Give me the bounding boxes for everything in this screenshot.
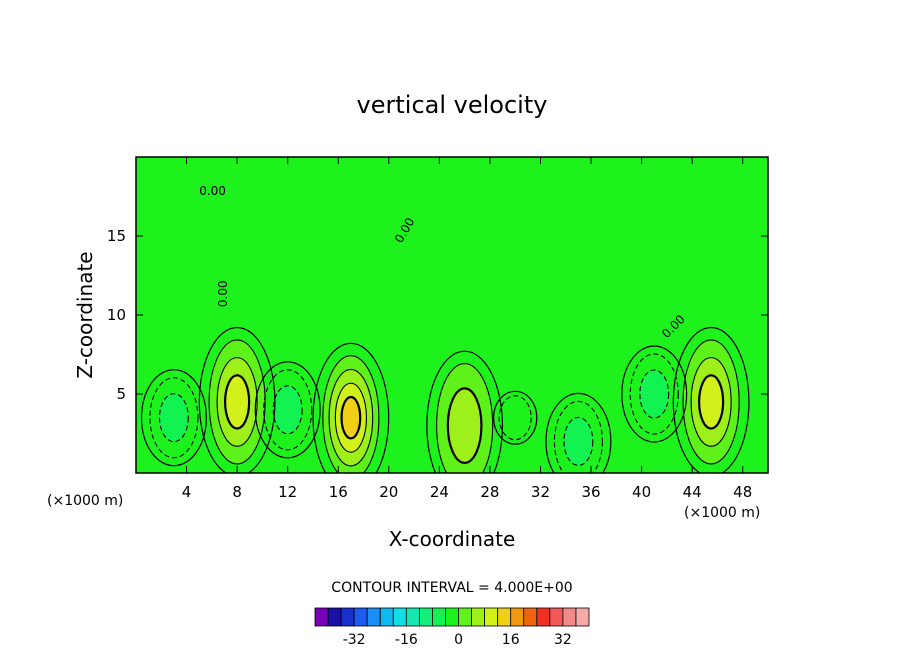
colorbar-cell <box>340 607 355 627</box>
colorbar-tick-label: 16 <box>502 632 520 648</box>
colorbar-cell <box>549 607 564 627</box>
y-tick-label: 15 <box>107 227 126 245</box>
contour-band <box>273 385 303 434</box>
positive-contour-line <box>322 355 380 473</box>
positive-contour-line <box>682 339 740 465</box>
y-tick-label: 10 <box>107 306 126 324</box>
x-tick-label: 8 <box>232 483 242 501</box>
x-tick-label: 12 <box>278 483 297 501</box>
contour-band <box>639 370 669 418</box>
contour-band <box>225 375 250 429</box>
colorbar-tick-label: 32 <box>554 632 572 648</box>
colorbar-cell <box>314 607 329 627</box>
colorbar-cell <box>327 607 342 627</box>
x-tick-label: 16 <box>329 483 348 501</box>
x-tick-label: 40 <box>632 483 651 501</box>
x-tick-label: 32 <box>531 483 550 501</box>
colorbar-cell <box>458 607 472 627</box>
positive-contour-line <box>216 357 258 447</box>
colorbar: -32 -16 0 16 32 <box>314 607 590 648</box>
colorbar-cell <box>445 607 459 627</box>
colorbar-cell <box>405 607 420 627</box>
colorbar-cell <box>484 607 499 627</box>
colorbar-cell <box>353 607 368 627</box>
contour-band <box>159 393 189 442</box>
colorbar-tick-label: -16 <box>395 632 418 648</box>
contour-label: 0.00 <box>199 184 226 198</box>
positive-contour-line <box>208 339 266 465</box>
colorbar-cell <box>392 607 407 627</box>
negative-contour-line <box>498 395 532 441</box>
positive-contour-line <box>436 363 494 473</box>
colorbar-tick-label: 0 <box>454 632 463 648</box>
y-tick-label: 5 <box>116 385 126 403</box>
contour-band <box>699 375 724 429</box>
x-axis-label: X-coordinate <box>389 527 516 551</box>
x-unit-label-left: (×1000 m) <box>47 493 123 509</box>
colorbar-cell <box>471 607 486 627</box>
positive-contour-line <box>224 374 251 430</box>
zero-contour-line <box>426 350 504 473</box>
colorbar-cell <box>562 607 577 627</box>
negative-contour-line <box>158 393 189 443</box>
x-tick-label: 4 <box>182 483 192 501</box>
contour-band <box>341 397 361 439</box>
zero-contour-line <box>254 361 321 459</box>
x-tick-label: 20 <box>379 483 398 501</box>
negative-contour-line <box>639 369 670 419</box>
negative-contour-line <box>149 377 199 459</box>
zero-contour-line <box>312 342 390 473</box>
x-tick-label: 24 <box>430 483 449 501</box>
negative-contour-line <box>563 416 594 466</box>
positive-contour-line <box>328 368 374 467</box>
zero-contour-line <box>621 345 688 443</box>
colorbar-cell <box>432 607 446 627</box>
contour-band <box>447 388 482 463</box>
contour-band <box>499 395 532 440</box>
colorbar-cell <box>575 607 590 627</box>
contour-label: 0.00 <box>216 280 230 307</box>
chart-title: vertical velocity <box>357 91 548 119</box>
x-tick-label: 28 <box>480 483 499 501</box>
positive-contour-line <box>698 374 725 430</box>
colorbar-cell <box>510 607 525 627</box>
colorbar-cell <box>379 607 394 627</box>
colorbar-cell <box>536 607 551 627</box>
zero-contour-line <box>493 390 538 445</box>
plot-area: 0.000.000.000.00 4 8 12 16 20 24 28 32 36 40 44 485… <box>107 156 769 501</box>
colorbar-cell <box>497 607 512 627</box>
x-tick-label: 48 <box>733 483 752 501</box>
colorbar-tick-label: -32 <box>343 632 366 648</box>
colorbar-cell <box>366 607 381 627</box>
contour-interval-label: CONTOUR INTERVAL = 4.000E+00 <box>331 580 572 596</box>
negative-contour-line <box>263 369 313 451</box>
x-tick-label: 44 <box>683 483 702 501</box>
negative-contour-line <box>629 353 679 435</box>
contour-lines <box>140 326 750 473</box>
positive-contour-line <box>340 395 362 440</box>
x-unit-label-right: (×1000 m) <box>684 505 760 521</box>
positive-contour-line <box>334 382 367 453</box>
positive-contour-line <box>690 357 732 447</box>
zero-contour-line <box>140 369 207 467</box>
negative-contour-line <box>553 400 603 473</box>
x-tick-label: 36 <box>581 483 600 501</box>
zero-contour-line <box>672 326 750 473</box>
contour-band <box>564 417 593 466</box>
colorbar-cell <box>523 607 538 627</box>
y-axis-label: Z-coordinate <box>73 251 97 378</box>
negative-contour-line <box>272 385 303 435</box>
zero-contour-line <box>545 392 612 473</box>
colorbar-cell <box>418 607 433 627</box>
positive-contour-line <box>446 387 483 464</box>
zero-contour-line <box>198 326 276 473</box>
